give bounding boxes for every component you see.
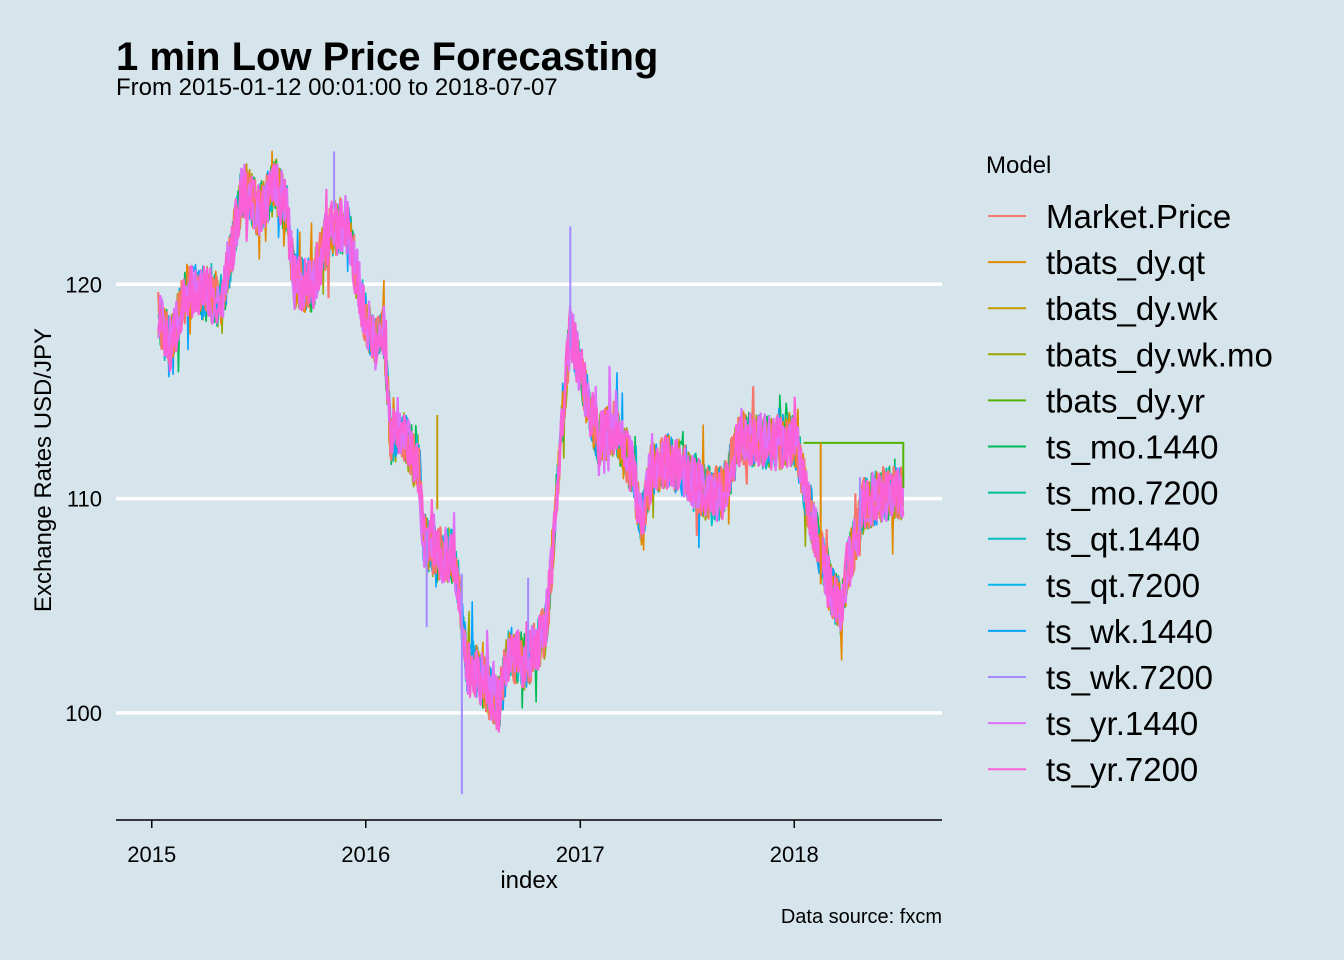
y-axis-label: Exchange Rates USD/JPY (30, 328, 57, 612)
legend-item-tbats_dy.wk: tbats_dy.wk (988, 290, 1218, 327)
legend-item-ts_yr.7200: ts_yr.7200 (988, 751, 1198, 788)
legend-label-ts_mo.7200: ts_mo.7200 (1046, 475, 1218, 512)
series-line-ts_yr.1440 (157, 163, 905, 722)
chart-title: 1 min Low Price Forecasting (116, 35, 658, 79)
legend-label-tbats_dy.wk.mo: tbats_dy.wk.mo (1046, 336, 1273, 373)
x-tick-label-2018: 2018 (770, 842, 819, 867)
chart-caption: Data source: fxcm (781, 906, 942, 928)
legend-item-ts_mo.1440: ts_mo.1440 (988, 429, 1218, 466)
x-tick-label-2017: 2017 (556, 842, 605, 867)
legend-item-ts_mo.7200: ts_mo.7200 (988, 475, 1218, 512)
legend-item-ts_wk.7200: ts_wk.7200 (988, 659, 1213, 696)
legend-label-ts_yr.1440: ts_yr.1440 (1046, 705, 1198, 742)
legend-item-ts_yr.1440: ts_yr.1440 (988, 705, 1198, 742)
legend-item-Market.Price: Market.Price (988, 198, 1231, 235)
legend-item-tbats_dy.yr: tbats_dy.yr (988, 382, 1205, 419)
x-tick-label-2015: 2015 (127, 842, 176, 867)
legend-label-Market.Price: Market.Price (1046, 198, 1231, 235)
x-axis-label: index (500, 867, 557, 894)
legend-label-ts_mo.1440: ts_mo.1440 (1046, 429, 1218, 466)
y-tick-label-100: 100 (65, 701, 102, 726)
axis-layer: 2015 2016 2017 2018 100 110 120 (65, 272, 942, 867)
legend-item-tbats_dy.qt: tbats_dy.qt (988, 244, 1205, 281)
legend-label-tbats_dy.wk: tbats_dy.wk (1046, 290, 1218, 327)
forecast-segment-tbats_dy.yr (803, 441, 905, 488)
legend-label-ts_wk.1440: ts_wk.1440 (1046, 613, 1213, 650)
legend-item-ts_wk.1440: ts_wk.1440 (988, 613, 1213, 650)
legend-item-ts_qt.7200: ts_qt.7200 (988, 567, 1200, 604)
legend-label-tbats_dy.qt: tbats_dy.qt (1046, 244, 1205, 281)
legend-label-ts_wk.7200: ts_wk.7200 (1046, 659, 1213, 696)
legend-label-ts_qt.1440: ts_qt.1440 (1046, 521, 1200, 558)
legend-item-tbats_dy.wk.mo: tbats_dy.wk.mo (988, 336, 1273, 373)
legend-title: Model (986, 152, 1051, 179)
legend-label-ts_qt.7200: ts_qt.7200 (1046, 567, 1200, 604)
chart-subtitle: From 2015-01-12 00:01:00 to 2018-07-07 (116, 74, 558, 101)
y-tick-label-120: 120 (65, 272, 102, 297)
legend-label-tbats_dy.yr: tbats_dy.yr (1046, 382, 1205, 419)
y-tick-label-110: 110 (67, 487, 102, 512)
legend-label-ts_yr.7200: ts_yr.7200 (1046, 751, 1198, 788)
plot-layer (157, 150, 905, 795)
legend: Market.Price tbats_dy.qt tbats_dy.wk tbats_… (988, 198, 1273, 788)
legend-item-ts_qt.1440: ts_qt.1440 (988, 521, 1200, 558)
x-tick-label-2016: 2016 (341, 842, 390, 867)
series-line-ts_yr.7200 (157, 163, 905, 733)
